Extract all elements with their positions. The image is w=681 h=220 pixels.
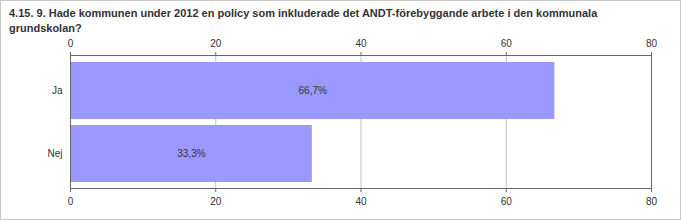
svg-text:20: 20 bbox=[210, 196, 222, 207]
svg-text:0: 0 bbox=[68, 196, 74, 207]
svg-text:Ja: Ja bbox=[52, 85, 63, 96]
svg-text:60: 60 bbox=[501, 196, 513, 207]
svg-text:20: 20 bbox=[210, 38, 222, 49]
svg-text:33,3%: 33,3% bbox=[177, 148, 205, 159]
svg-text:80: 80 bbox=[646, 196, 658, 207]
svg-text:66,7%: 66,7% bbox=[299, 85, 327, 96]
svg-text:60: 60 bbox=[501, 38, 513, 49]
svg-text:80: 80 bbox=[646, 38, 658, 49]
svg-text:40: 40 bbox=[355, 196, 367, 207]
svg-text:Nej: Nej bbox=[47, 148, 62, 159]
svg-text:40: 40 bbox=[355, 38, 367, 49]
html-text:4.15. 9. Hade kommunen under 2: 4.15. 9. Hade kommunen under 2012 en pol… bbox=[9, 7, 598, 34]
svg-text:0: 0 bbox=[68, 38, 74, 49]
